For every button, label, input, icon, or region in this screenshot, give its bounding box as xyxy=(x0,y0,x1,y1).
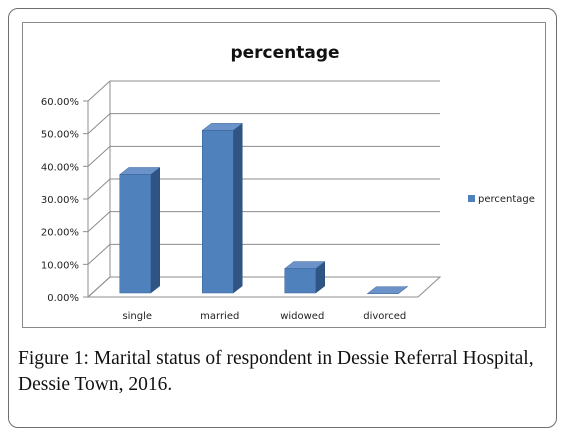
legend: percentage xyxy=(468,194,535,205)
gridline-diagonal xyxy=(87,178,111,200)
x-axis-categories: single married widowed divorced xyxy=(122,311,406,322)
gridline-diagonal xyxy=(87,243,111,265)
y-tick-label: 40.00% xyxy=(41,162,79,173)
gridline-diagonal xyxy=(87,145,111,167)
chart-title: percentage xyxy=(230,43,339,63)
y-tick-label: 0.00% xyxy=(47,293,79,304)
legend-swatch xyxy=(468,195,475,202)
y-tick-label: 60.00% xyxy=(41,97,79,108)
caption-text: Marital status of respondent in Dessie R… xyxy=(18,348,534,395)
x-category-label: single xyxy=(122,311,152,322)
bar-divorced xyxy=(366,285,408,295)
legend-label: percentage xyxy=(478,194,535,205)
bar-front xyxy=(119,174,151,294)
gridline-diagonal xyxy=(87,211,111,233)
y-tick-label: 50.00% xyxy=(41,130,79,141)
bar-top xyxy=(366,286,408,294)
y-axis-ticks: 0.00% 10.00% 20.00% 30.00% 40.00% 50.00% 60.00… xyxy=(41,97,88,304)
bar-front xyxy=(202,130,234,294)
bars xyxy=(119,122,408,295)
y-tick-label: 20.00% xyxy=(41,228,79,239)
figure-caption: Figure 1: Marital status of respondent i… xyxy=(18,346,554,398)
chart-floor xyxy=(86,276,442,298)
y-tick-label: 10.00% xyxy=(41,260,79,271)
x-category-label: divorced xyxy=(363,311,406,322)
figure-frame xyxy=(8,8,557,428)
bar-single xyxy=(119,166,161,294)
x-category-label: married xyxy=(200,311,239,322)
gridline-diagonal xyxy=(87,113,111,135)
x-category-label: widowed xyxy=(280,311,324,322)
bar-widowed xyxy=(284,261,326,294)
bar-front xyxy=(284,268,316,294)
bar-married xyxy=(201,122,243,294)
grid-layer xyxy=(87,80,440,298)
figure-label: Figure 1: xyxy=(18,348,89,369)
y-tick-label: 30.00% xyxy=(41,195,79,206)
bar-side xyxy=(150,166,160,294)
bar-side xyxy=(233,122,243,294)
gridline-diagonal xyxy=(87,80,111,102)
